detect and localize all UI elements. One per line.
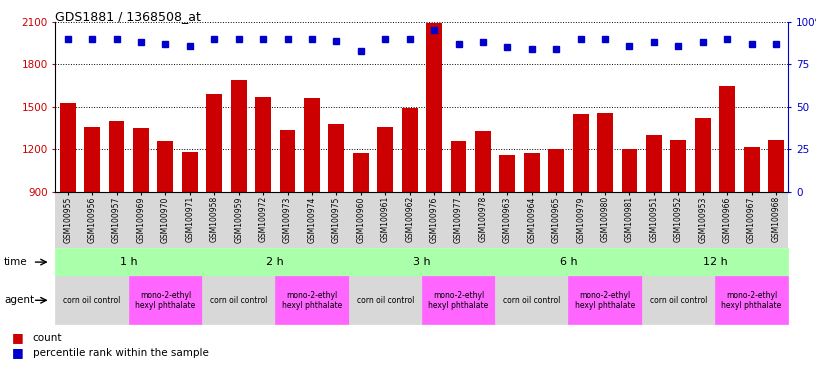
Bar (353, 153, 369, 192)
Text: mono-2-ethyl
hexyl phthalate: mono-2-ethyl hexyl phthalate (135, 291, 196, 310)
Text: corn oil control: corn oil control (64, 296, 121, 305)
Bar (622, 149, 637, 192)
Bar (548, 149, 564, 192)
Bar (426, 23, 442, 192)
Bar (255, 97, 271, 192)
Text: 6 h: 6 h (560, 257, 577, 267)
Bar (182, 152, 197, 192)
Bar (206, 94, 222, 192)
Text: count: count (33, 333, 62, 343)
Text: time: time (4, 257, 28, 267)
Text: mono-2-ethyl
hexyl phthalate: mono-2-ethyl hexyl phthalate (721, 291, 782, 310)
Text: corn oil control: corn oil control (650, 296, 707, 305)
Bar (157, 141, 173, 192)
Bar (768, 139, 784, 192)
Bar (695, 118, 711, 192)
Text: 12 h: 12 h (703, 257, 727, 267)
Text: agent: agent (4, 295, 34, 305)
Text: corn oil control: corn oil control (210, 296, 268, 305)
Bar (646, 135, 662, 192)
Bar (597, 113, 613, 192)
Text: GDS1881 / 1368508_at: GDS1881 / 1368508_at (55, 10, 202, 23)
Bar (524, 153, 539, 192)
Bar (475, 131, 491, 192)
Text: mono-2-ethyl
hexyl phthalate: mono-2-ethyl hexyl phthalate (282, 291, 342, 310)
Bar (304, 98, 320, 192)
Text: corn oil control: corn oil control (503, 296, 561, 305)
Bar (377, 127, 393, 192)
Text: 3 h: 3 h (413, 257, 431, 267)
Bar (280, 130, 295, 192)
Text: 1 h: 1 h (120, 257, 138, 267)
Text: ■: ■ (12, 346, 24, 359)
Bar (329, 124, 344, 192)
Text: 2 h: 2 h (267, 257, 284, 267)
Text: mono-2-ethyl
hexyl phthalate: mono-2-ethyl hexyl phthalate (575, 291, 635, 310)
Bar (499, 155, 515, 192)
Bar (109, 121, 125, 192)
Text: mono-2-ethyl
hexyl phthalate: mono-2-ethyl hexyl phthalate (428, 291, 489, 310)
Bar (60, 103, 76, 192)
Text: corn oil control: corn oil control (357, 296, 414, 305)
Text: percentile rank within the sample: percentile rank within the sample (33, 348, 209, 358)
Bar (671, 139, 686, 192)
Bar (573, 114, 588, 192)
Bar (450, 141, 467, 192)
Bar (719, 86, 735, 192)
Bar (401, 108, 418, 192)
Bar (231, 80, 246, 192)
Bar (743, 147, 760, 192)
Bar (133, 128, 149, 192)
Text: ■: ■ (12, 331, 24, 344)
Bar (84, 127, 100, 192)
